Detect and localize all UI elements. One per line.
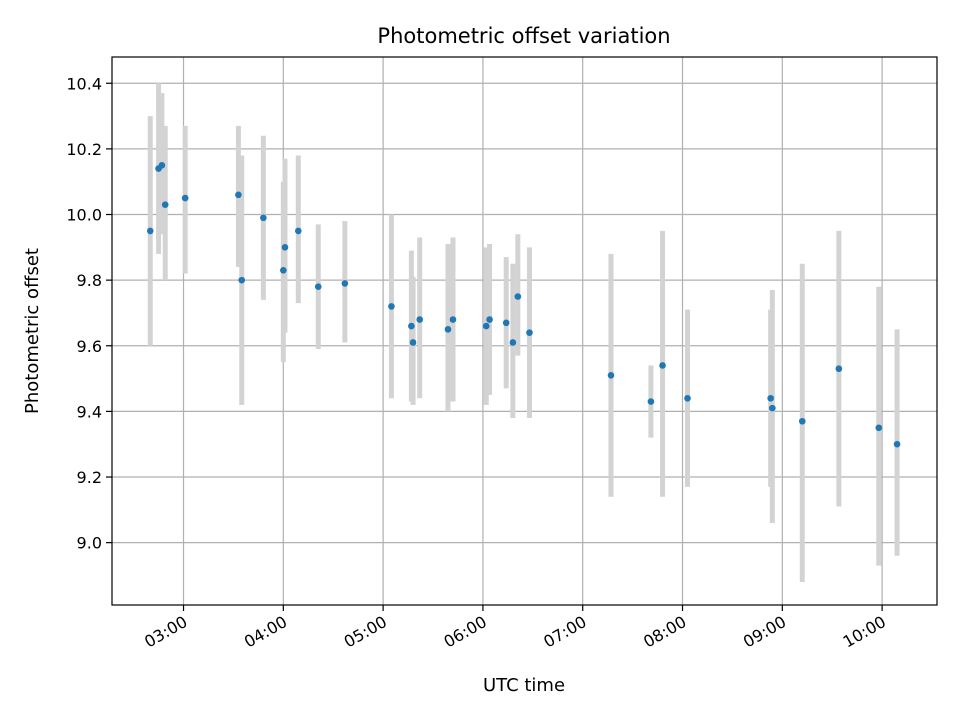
y-tick-label: 9.6 [77,337,102,356]
y-tick-label: 10.4 [66,74,102,93]
y-tick-label: 10.2 [66,140,102,159]
data-point [281,244,289,251]
data-point [767,394,774,402]
y-tick-label: 10.0 [66,206,102,225]
data-point [486,316,493,323]
data-point [341,280,349,287]
data-point [502,319,510,327]
data-point [514,293,522,300]
y-tick-label: 9.0 [77,534,102,553]
data-point [260,214,267,222]
data-point [893,440,901,448]
data-point [416,316,424,323]
data-point [684,394,691,402]
y-tick-label: 9.8 [77,271,102,290]
data-point [280,266,287,274]
data-point [294,227,302,235]
data-point [769,404,776,412]
data-point [875,424,883,432]
grid [112,57,937,605]
data-point [181,194,189,202]
data-point [238,276,246,284]
plot-frame [111,56,938,606]
data-point [659,362,666,369]
data-points [146,161,901,448]
y-axis-label: Photometric offset [22,248,43,414]
data-point [146,227,154,235]
data-point [161,201,169,208]
data-point [158,161,166,169]
data-point [835,365,843,373]
data-point [798,417,806,425]
y-tick-label: 9.2 [77,468,102,487]
data-point [449,316,457,323]
chart-title: Photometric offset variation [377,24,670,48]
y-tick-label: 9.4 [77,402,102,421]
x-axis-label: UTC time [483,675,565,696]
data-point [444,326,452,333]
data-point [647,398,655,405]
data-point [388,303,395,310]
data-point [482,322,490,330]
data-point [526,329,533,336]
data-point [235,191,242,199]
data-point [409,339,417,346]
data-point [314,283,322,291]
data-point [509,339,517,346]
data-point [607,371,615,379]
data-point [408,322,415,330]
